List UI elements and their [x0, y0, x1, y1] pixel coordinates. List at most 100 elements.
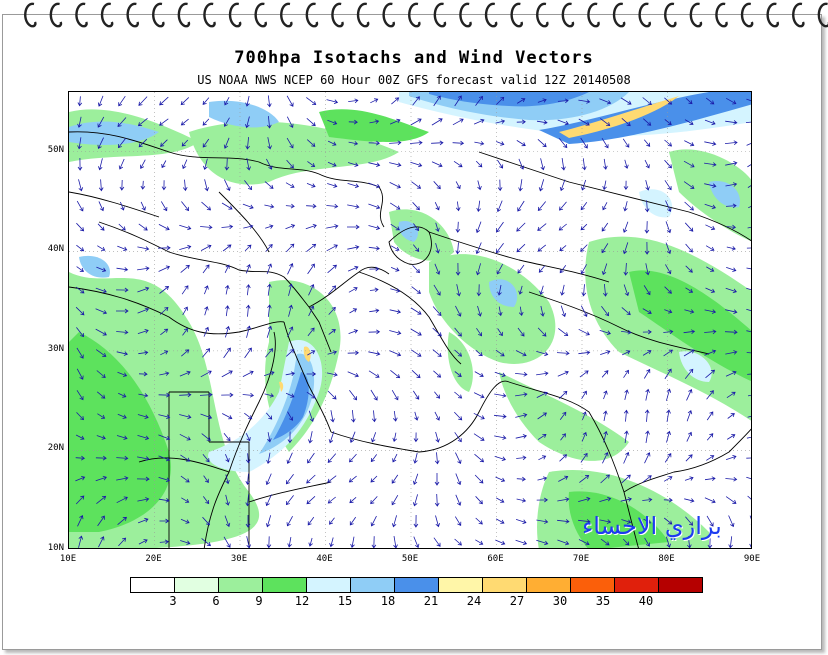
wind-arrow: [476, 327, 483, 337]
wind-arrow: [221, 224, 234, 230]
wind-arrow: [497, 179, 503, 192]
wind-arrow: [454, 95, 462, 107]
wind-arrow: [643, 139, 651, 147]
wind-arrow: [455, 201, 461, 212]
wind-arrow: [497, 284, 502, 296]
wind-arrow: [601, 137, 609, 149]
wind-arrow: [623, 409, 629, 422]
binding-ring: [459, 2, 472, 28]
wind-arrow: [412, 244, 420, 252]
wind-arrow: [518, 158, 525, 170]
wind-arrow: [537, 412, 547, 420]
wind-arrow: [329, 517, 335, 525]
wind-arrow: [455, 494, 462, 506]
wind-arrow: [622, 350, 631, 356]
wind-arrow: [600, 538, 610, 546]
wind-arrow: [76, 244, 85, 252]
wind-arrow: [221, 392, 234, 398]
wind-arrow: [578, 496, 591, 502]
wind-arrow: [747, 415, 751, 418]
wind-arrow: [119, 179, 125, 191]
wind-arrow: [747, 495, 751, 500]
wind-arrow: [327, 496, 336, 504]
wind-arrow: [348, 329, 359, 334]
wind-arrow: [201, 433, 211, 441]
wind-arrow: [245, 264, 251, 274]
legend-label: 24: [466, 594, 482, 608]
wind-arrow: [288, 304, 294, 317]
wind-arrow: [265, 473, 272, 486]
wind-arrow: [287, 431, 293, 444]
wind-arrow: [159, 518, 170, 524]
wind-arrow: [685, 243, 693, 253]
binding-ring: [638, 2, 651, 28]
wind-arrow: [455, 473, 462, 486]
wind-arrow: [724, 140, 738, 146]
wind-arrow: [539, 285, 544, 295]
wind-arrow: [603, 430, 608, 443]
wind-arrow: [77, 137, 82, 150]
wind-arrow: [707, 535, 713, 548]
latitude-label: 20N: [47, 443, 64, 454]
wind-arrow: [559, 265, 567, 274]
wind-arrow: [601, 222, 609, 232]
wind-arrow: [686, 410, 693, 422]
wind-arrow: [454, 538, 462, 546]
wind-arrow: [327, 350, 338, 355]
wind-arrow: [371, 536, 377, 548]
wind-arrow: [138, 138, 148, 148]
wind-arrow: [221, 370, 233, 378]
wind-arrow: [287, 411, 294, 421]
wind-arrow: [746, 457, 751, 459]
wind-arrow: [285, 495, 294, 506]
wind-arrow: [475, 539, 484, 545]
wind-arrow: [390, 369, 401, 379]
wind-arrow: [179, 414, 192, 420]
wind-arrow: [95, 475, 107, 482]
wind-arrow: [435, 515, 440, 528]
wind-arrow: [410, 328, 422, 336]
wind-arrow: [412, 202, 420, 211]
wind-arrow: [685, 516, 694, 526]
wind-arrow: [410, 349, 422, 357]
binding-ring: [331, 2, 344, 28]
wind-arrow: [581, 390, 587, 400]
wind-arrow: [663, 476, 673, 482]
wind-arrow: [95, 308, 108, 315]
wind-arrow: [349, 453, 357, 463]
binding-ring: [612, 2, 626, 28]
legend-label: 9: [255, 594, 263, 608]
wind-arrow: [348, 98, 359, 104]
wind-arrow: [582, 411, 587, 421]
wind-arrow: [158, 414, 171, 419]
wind-arrow: [117, 516, 127, 526]
wind-arrow: [623, 369, 629, 378]
binding-ring: [280, 2, 293, 28]
wind-arrow: [664, 159, 672, 169]
wind-arrow: [393, 536, 398, 548]
wind-arrow: [664, 286, 672, 294]
wind-arrow: [556, 350, 570, 356]
wind-arrow: [137, 329, 149, 334]
wind-arrow: [159, 286, 170, 294]
wind-arrow: [474, 474, 484, 484]
wind-arrow: [179, 244, 192, 250]
wind-arrow: [684, 309, 695, 314]
wind-arrow: [644, 409, 650, 422]
wind-arrow: [327, 453, 337, 463]
wind-arrow: [412, 390, 420, 400]
wind-arrow: [725, 182, 738, 187]
wind-arrow: [158, 392, 171, 398]
wind-arrow: [580, 223, 588, 231]
wind-arrow: [515, 413, 528, 418]
wind-arrow: [497, 328, 503, 337]
wind-arrow: [705, 369, 716, 379]
wind-arrow: [286, 452, 293, 464]
wind-arrow: [117, 117, 127, 128]
wind-arrow: [391, 97, 400, 105]
wind-arrow: [391, 494, 399, 506]
wind-arrow: [326, 99, 339, 104]
wind-arrow: [474, 371, 484, 377]
wind-arrow: [391, 474, 399, 484]
wind-arrow: [516, 476, 526, 482]
